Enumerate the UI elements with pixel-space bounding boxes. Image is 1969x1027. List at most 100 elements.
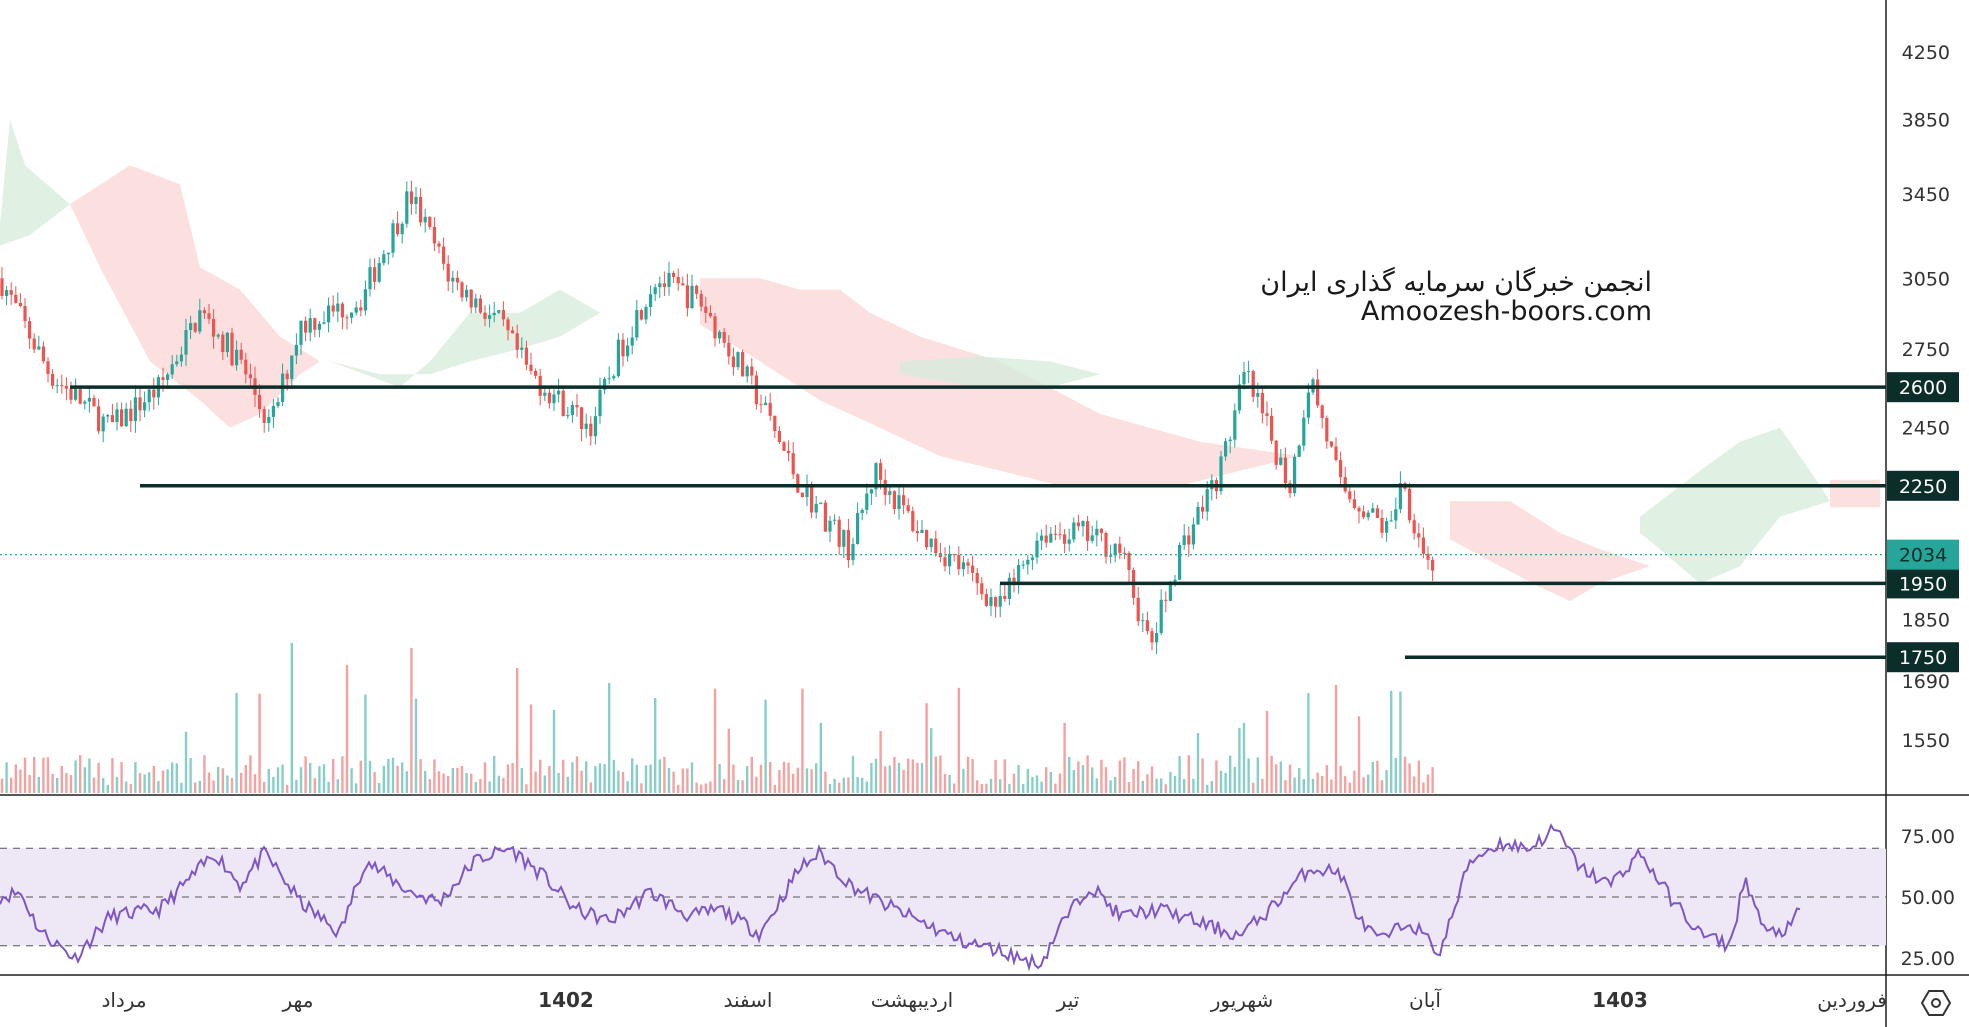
candle [488,304,492,328]
volume-bar [368,760,372,793]
volume-bar [437,771,441,793]
volume-bar [1100,759,1103,793]
volume-bar [1403,756,1407,793]
volume-bar [598,763,602,793]
candle [681,276,685,286]
rsi-axis: 75.00 50.00 25.00 [1901,826,1955,970]
candle [51,369,55,390]
candle [501,301,505,327]
candle [699,290,703,312]
candle [202,307,206,319]
candle [1247,360,1251,384]
volume-bar [396,765,399,793]
candle [966,558,970,575]
volume-bar [299,767,303,793]
candle [851,537,855,566]
candle [667,261,671,296]
volume-bar [230,777,234,793]
volume-bar [1054,783,1057,793]
volume-bar [46,757,50,793]
candle [639,308,643,321]
volume-bar [847,777,850,793]
volume-bar [640,783,643,793]
candle [469,289,473,314]
volume-bar [543,775,546,793]
volume-bar [1058,773,1062,793]
volume-bar [1334,685,1338,793]
candle [5,286,9,306]
volume-bar [364,694,367,793]
volume-bar [805,768,809,793]
volume-bar [125,781,128,793]
price-tick-label: 2450 [1902,418,1950,440]
candle [828,515,832,543]
volume-bar [644,765,648,793]
volume-bar [1242,723,1246,793]
volume-bar [309,762,312,793]
support-resistance-lines[interactable]: 2600 2250 1950 1750 2034 [0,372,1959,673]
candle [1021,560,1025,569]
volume-bar [1339,765,1342,793]
volume-bar [1063,722,1066,793]
candle [892,490,896,515]
volume-bar [1426,774,1430,793]
volume-bar [769,761,772,793]
candle [391,219,395,258]
candle [1155,622,1159,655]
candle [929,538,933,553]
volume-bar [1146,774,1149,793]
candle [1302,410,1306,451]
candle [179,346,183,367]
volume-bar [1123,757,1126,793]
candle [662,271,666,297]
volume-bar [106,784,109,793]
volume-bar [1086,755,1089,793]
candle [1325,415,1329,449]
candle [823,499,827,533]
candle [276,397,280,409]
candle [1421,527,1425,559]
volume-bar [667,767,671,793]
settings-hexagon-icon[interactable] [1916,988,1956,1018]
candle [902,486,906,515]
candle [1182,524,1186,550]
volume-bar [902,769,905,793]
volume-bar [631,758,634,793]
volume-bar [148,772,151,793]
level-badge [1887,568,1959,599]
candle [524,340,528,371]
candle [506,317,510,341]
cloud-segment [70,165,320,428]
volume-bar [313,778,316,793]
volume-bar [1045,767,1048,793]
candle [722,328,726,348]
volume-bar [1325,765,1328,793]
candle [584,413,588,438]
volume-bar [1077,761,1080,793]
current-price-label: 2034 [1899,545,1947,567]
candle [1058,522,1062,540]
volume-bar [83,767,86,793]
volume-bar [884,766,887,793]
time-axis-label: 1403 [1592,988,1648,1012]
volume-bar [690,762,694,793]
volume-bar [1348,782,1351,793]
candle [262,406,266,433]
candle [1362,505,1366,519]
hexagon-icon [1921,990,1951,1016]
volume-bar [773,784,776,793]
volume-bar [14,764,17,793]
volume-bar [948,774,951,793]
candle [474,293,478,314]
cloud-segment [0,119,70,246]
volume-bar [1353,770,1356,793]
candle [796,473,800,493]
candle [1063,529,1067,554]
volume-bar [56,778,59,793]
candle [1329,441,1333,448]
volume-bar [649,764,652,793]
candle [354,301,358,316]
volume-bar [207,772,211,793]
volume-bar [203,755,206,793]
